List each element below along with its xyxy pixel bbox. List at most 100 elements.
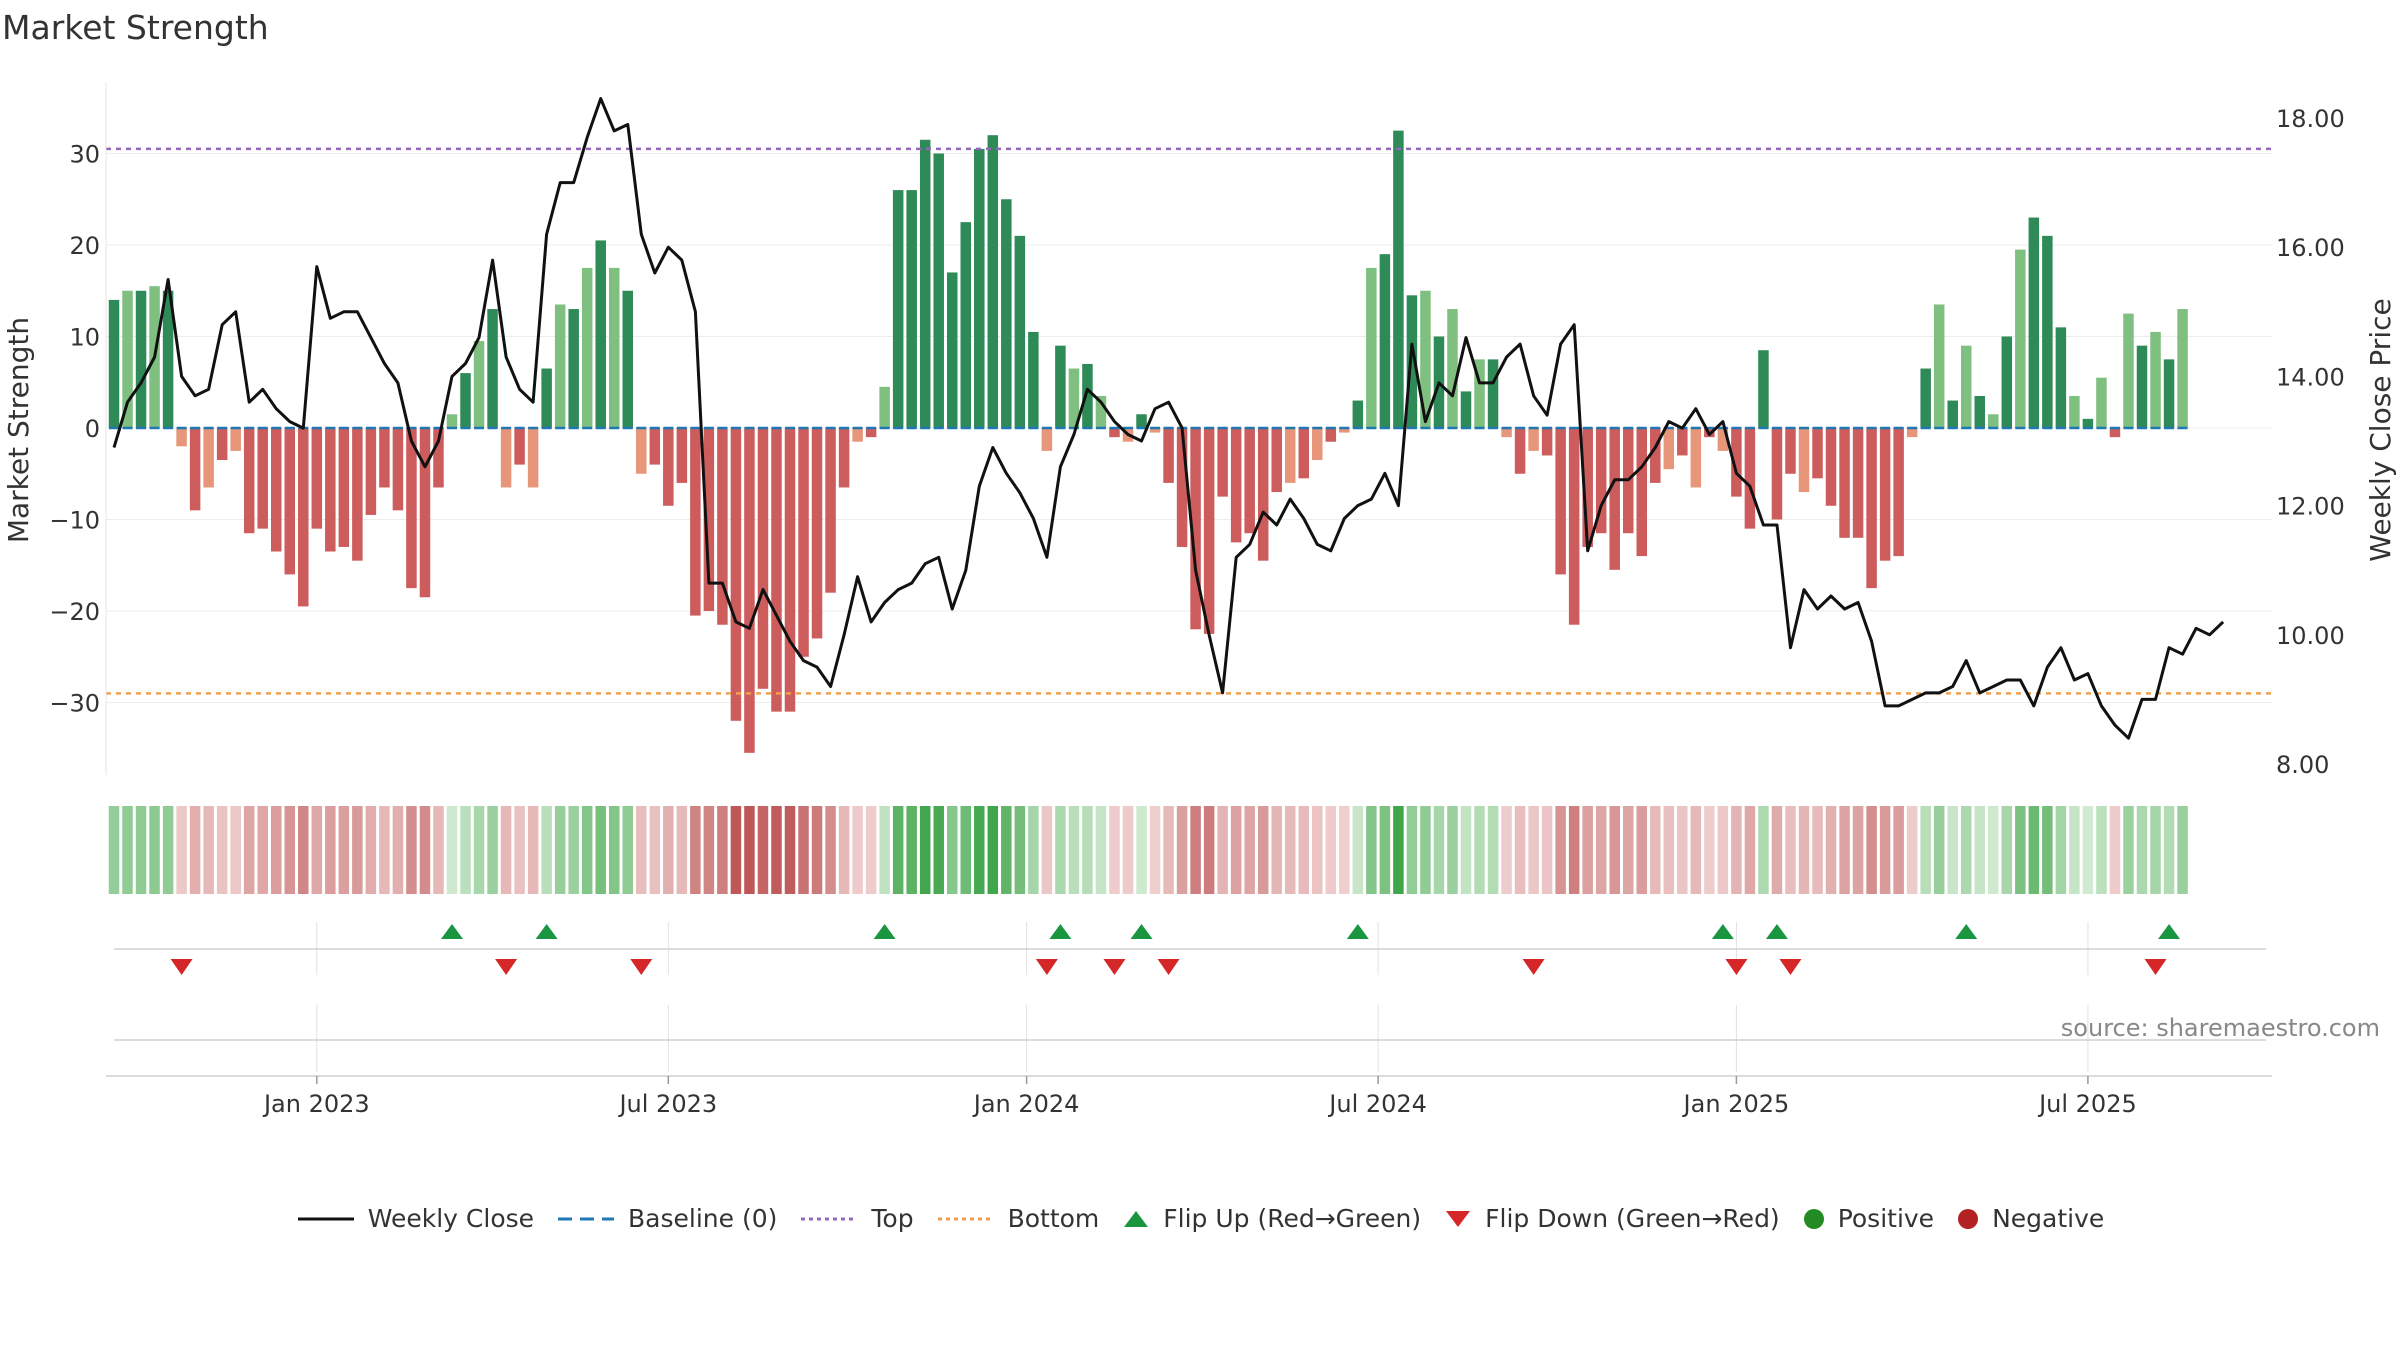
strength-bar [2069, 395, 2080, 428]
source-note: source: sharemaestro.com [2060, 1014, 2380, 1042]
legend-label: Negative [1992, 1204, 2105, 1233]
strength-bar [2177, 309, 2188, 428]
strength-bar [1690, 428, 1702, 488]
strength-bar [1366, 267, 1377, 428]
strength-bar [1068, 368, 1080, 428]
strength-bar [446, 414, 458, 428]
strength-bar [1988, 414, 1999, 428]
heat-cell [1176, 806, 1188, 894]
strength-bar [1149, 428, 1161, 433]
strength-bar [257, 428, 268, 529]
heat-cell [365, 806, 377, 894]
heat-cell [608, 806, 620, 894]
flip-down-marker [1035, 959, 1058, 975]
strength-bar [419, 428, 431, 598]
heat-cell [2096, 806, 2107, 894]
strength-bar [1758, 350, 1769, 428]
heat-cell [554, 806, 566, 894]
strength-bar [1541, 428, 1553, 456]
heat-cell [108, 806, 120, 894]
legend-item-bottom: Bottom [936, 1204, 1099, 1233]
strength-bar [690, 428, 701, 616]
heat-cell [865, 806, 877, 894]
strength-bar [243, 428, 255, 534]
heat-cell [2015, 806, 2026, 894]
heat-cell [784, 806, 796, 894]
heat-cell [419, 806, 431, 894]
strength-bar [717, 428, 728, 625]
strength-bar [527, 428, 539, 488]
strength-bar [514, 428, 525, 465]
strength-bar [663, 428, 674, 506]
flip-up-marker [1130, 924, 1153, 939]
heat-cell [203, 806, 214, 894]
strength-bar [1339, 428, 1350, 433]
heat-cell [690, 806, 701, 894]
strength-bar [189, 428, 201, 511]
heat-cell [1339, 806, 1350, 894]
heat-cell [243, 806, 255, 894]
heat-cell [1190, 806, 1201, 894]
heat-cell [1109, 806, 1120, 894]
heat-cell [906, 806, 917, 894]
heat-cell [1095, 806, 1107, 894]
strength-bar [325, 428, 336, 552]
heat-cell [1568, 806, 1580, 894]
strength-bar [298, 428, 309, 607]
heat-cell [595, 806, 606, 894]
heat-cell [1839, 806, 1850, 894]
strength-bar [1501, 428, 1512, 438]
top-swatch [801, 1217, 858, 1220]
strength-bar [311, 428, 323, 529]
strength-bar [1650, 428, 1661, 483]
heat-cell [514, 806, 525, 894]
legend-label: Flip Up (Red→Green) [1163, 1204, 1422, 1233]
heat-cell [1595, 806, 1607, 894]
heat-cell [311, 806, 323, 894]
left-tick-label: 20 [69, 232, 100, 260]
right-tick-label: 8.00 [2276, 751, 2329, 779]
heat-cell [1447, 806, 1458, 894]
strength-bar [1312, 428, 1323, 461]
strength-bar [676, 428, 688, 483]
heat-cell [446, 806, 458, 894]
strength-bar [1014, 235, 1026, 428]
x-tick-label: Jan 2025 [1682, 1090, 1790, 1118]
heat-cell [2082, 806, 2094, 894]
strength-bar [379, 428, 390, 488]
strength-bar [1136, 414, 1147, 428]
strength-bar [1514, 428, 1526, 474]
heat-cell [1798, 806, 1810, 894]
strength-bar [2123, 313, 2134, 428]
strength-bar [1555, 428, 1566, 575]
strength-bar [1663, 428, 1675, 470]
y-axis-label-left: Market Strength [2, 317, 35, 543]
strength-bar [500, 428, 512, 488]
strength-bar [1474, 359, 1485, 428]
heat-cell [879, 806, 890, 894]
heat-cell [676, 806, 688, 894]
strength-bar [649, 428, 661, 465]
strength-bar [1244, 428, 1255, 534]
heat-cell [1771, 806, 1783, 894]
strength-bar [2028, 217, 2040, 428]
strength-bar [122, 290, 133, 428]
weekly-close-swatch [297, 1217, 354, 1220]
heat-cell [527, 806, 539, 894]
strength-bar [906, 190, 917, 428]
heat-cell [1785, 806, 1796, 894]
heat-cell [1960, 806, 1972, 894]
strength-bar [554, 304, 566, 428]
strength-bar [1257, 428, 1269, 561]
heat-cell [216, 806, 228, 894]
legend-item-flip-down: Flip Down (Green→Red) [1443, 1204, 1780, 1233]
strength-bar [1677, 428, 1688, 456]
heat-cell [636, 806, 647, 894]
heat-cell [1866, 806, 1877, 894]
legend-label: Flip Down (Green→Red) [1485, 1204, 1780, 1233]
heat-cell [2177, 806, 2188, 894]
heat-cell [1920, 806, 1931, 894]
legend-label: Weekly Close [367, 1204, 535, 1233]
heat-cell [1298, 806, 1310, 894]
strength-bar [1771, 428, 1783, 520]
